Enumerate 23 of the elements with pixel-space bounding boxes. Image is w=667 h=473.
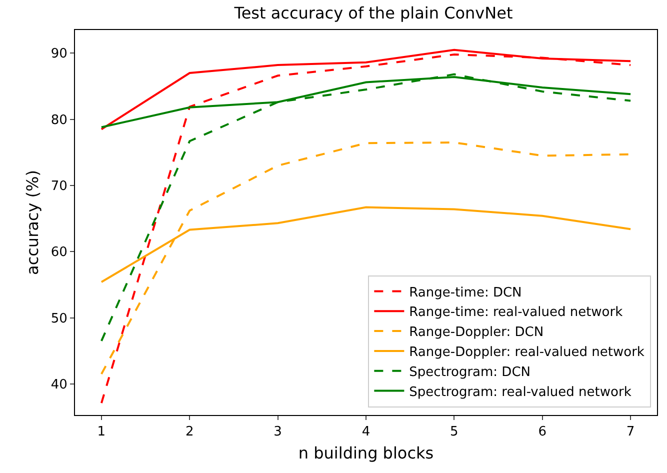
y-tick-label: 90 — [50, 46, 68, 62]
y-tick-label: 80 — [50, 112, 68, 128]
y-axis-title: accuracy (%) — [22, 170, 42, 275]
x-tick-label: 3 — [274, 424, 282, 440]
x-tick-label: 6 — [538, 424, 546, 440]
x-tick-label: 7 — [626, 424, 635, 440]
y-tick-label: 40 — [50, 377, 68, 392]
y-tick-label: 50 — [50, 311, 68, 326]
legend-label: Range-Doppler: real-valued network — [409, 345, 645, 360]
legend-label: Spectrogram: DCN — [409, 364, 530, 380]
legend-label: Spectrogram: real-valued network — [409, 384, 632, 400]
x-tick-label: 1 — [97, 424, 106, 440]
legend-label: Range-time: real-valued network — [409, 305, 624, 320]
x-tick-label: 4 — [362, 424, 370, 440]
y-tick-label: 60 — [50, 245, 68, 260]
x-tick-label: 2 — [186, 424, 194, 440]
x-axis-title: n building blocks — [298, 443, 434, 462]
legend-label: Range-time: DCN — [409, 285, 522, 300]
chart-title: Test accuracy of the plain ConvNet — [233, 3, 513, 22]
line-series — [100, 73, 632, 342]
x-tick-label: 5 — [450, 424, 458, 440]
legend-label: Range-Doppler: DCN — [409, 325, 544, 340]
y-tick-label: 70 — [50, 179, 68, 194]
